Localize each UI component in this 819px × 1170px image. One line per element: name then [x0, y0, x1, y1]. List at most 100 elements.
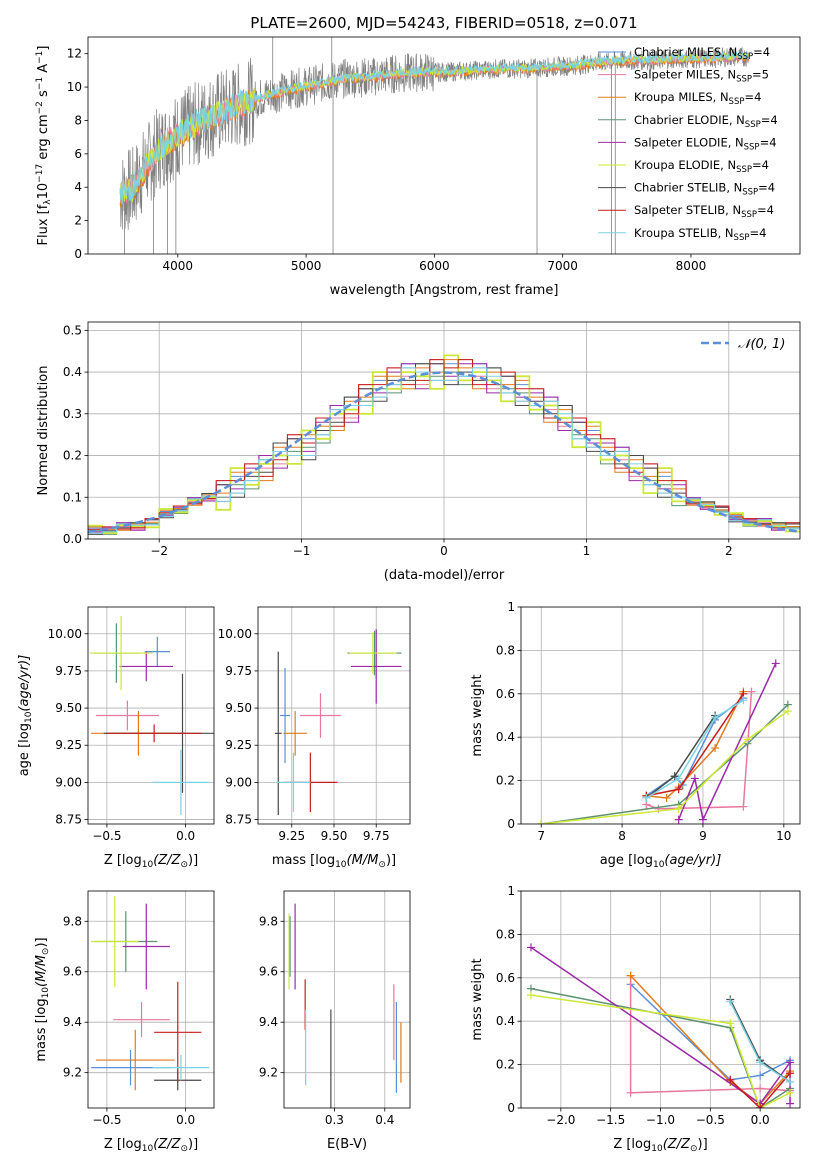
y-axis-label: age [log10(age/yr)] — [17, 655, 34, 777]
legend-label-sub: SSP — [744, 142, 760, 152]
data-marker — [726, 1019, 735, 1028]
x-tick-label: 9 — [699, 829, 707, 843]
data-marker — [674, 774, 683, 783]
legend-label-suffix: =4 — [749, 226, 766, 240]
panel-spectrum: 4000 5000 6000 7000 8000 0 2 4 6 8 10 12 Chabrier MI… — [35, 36, 801, 298]
data-marker — [726, 1075, 735, 1084]
legend-label-prefix: Chabrier ELODIE, N — [634, 113, 745, 127]
legend-label-prefix: Salpeter MILES, N — [634, 68, 736, 82]
data-marker — [756, 1084, 765, 1093]
y-axis-label-part: s — [36, 90, 51, 101]
x-tick-label: −0.5 — [92, 1113, 121, 1127]
model-spectrum — [119, 50, 750, 205]
x-tick-label: −1 — [293, 544, 311, 558]
y-tick-label: 9.8 — [63, 914, 82, 928]
x-tick-label: 6000 — [419, 259, 450, 273]
legend-label-suffix: =4 — [757, 203, 774, 217]
y-axis-label-part: −1 — [35, 51, 45, 64]
y-tick-label: 8.75 — [225, 813, 252, 827]
y-tick-label: 0.4 — [496, 1014, 515, 1028]
legend-label-suffix: =4 — [761, 113, 778, 127]
y-axis-label-part: mass [log — [34, 998, 49, 1061]
data-marker — [739, 802, 748, 811]
y-axis-label-part: −1 — [35, 77, 45, 90]
y-axis-label-part: 10 — [24, 711, 34, 723]
legend-label-suffix: =4 — [752, 158, 769, 172]
plot-area-age_vs_Z — [88, 607, 214, 824]
series-line — [541, 704, 789, 824]
y-tick-label: 0.8 — [496, 927, 515, 941]
data-marker — [756, 1058, 765, 1067]
x-tick-label: 7000 — [547, 259, 578, 273]
x-tick-label: −2 — [150, 544, 168, 558]
data-marker — [526, 991, 535, 1000]
x-tick-label: −0.5 — [92, 829, 121, 843]
legend-label-suffix: =4 — [753, 45, 770, 59]
data-marker — [626, 1088, 635, 1097]
legend-label: Kroupa MILES, NSSP=4 — [634, 90, 761, 107]
data-marker — [756, 1104, 765, 1108]
panel-mass_vs_EBV: 0.3 0.4 9.2 9.4 9.6 9.8 E(B-V) — [259, 890, 411, 1152]
x-tick-label: 0.3 — [325, 1113, 344, 1127]
data-marker — [743, 735, 752, 744]
series-line — [630, 983, 791, 1081]
legend-label-prefix: Chabrier MILES, N — [634, 45, 737, 59]
x-tick-label: −1.0 — [646, 1113, 675, 1127]
y-tick-label: 0.2 — [496, 1058, 515, 1072]
legend-label-sub: SSP — [737, 52, 753, 62]
legend-label-sub: SSP — [741, 210, 757, 220]
legend-label-suffix: =4 — [744, 90, 761, 104]
x-tick-label: 9.75 — [363, 829, 390, 843]
x-tick-label: −0.5 — [696, 1113, 725, 1127]
data-marker — [786, 1058, 795, 1067]
data-marker — [739, 696, 748, 705]
plot-area-spectrum — [119, 37, 750, 254]
x-axis-label-part: 10 — [653, 860, 665, 870]
x-axis-label-part: 10 — [335, 860, 347, 870]
y-axis-label-part: (age/yr)] — [17, 655, 32, 712]
legend-label-prefix: Kroupa STELIB, N — [634, 226, 734, 240]
x-axis-label-part: )] — [698, 1137, 708, 1152]
y-axis-label-part: erg cm — [36, 114, 51, 163]
y-tick-label: 10 — [67, 80, 82, 94]
x-tick-label: 1 — [583, 544, 591, 558]
data-marker — [690, 774, 699, 783]
x-tick-label: −2.0 — [546, 1113, 575, 1127]
x-tick-label: 9.50 — [321, 829, 348, 843]
data-marker — [642, 793, 651, 802]
data-marker — [711, 744, 720, 753]
y-tick-label: 9.25 — [55, 738, 82, 752]
x-axis-label-part: 10 — [142, 860, 154, 870]
axes-frame — [283, 890, 411, 1109]
y-tick-label: 8 — [74, 113, 82, 127]
y-axis-label-part: (M/M — [34, 955, 49, 987]
series-line — [530, 994, 791, 1108]
x-axis-label-part: (age/yr)] — [664, 853, 721, 868]
data-marker — [526, 943, 535, 952]
data-marker — [786, 1088, 795, 1097]
y-tick-label: 0.2 — [496, 774, 515, 788]
legend-label: Salpeter ELODIE, NSSP=4 — [634, 135, 777, 152]
data-marker — [698, 815, 707, 824]
x-axis-label-part: )] — [188, 1137, 198, 1152]
series-line — [541, 710, 789, 824]
y-axis-label-part: A — [36, 64, 51, 77]
y-tick-label: 0.5 — [63, 323, 82, 337]
legend-label-sub: SSP — [742, 188, 758, 198]
panel-mass_vs_Z: −0.5 0.09.29.49.69.8Z [log10(Z/Z⊙)]mass [… — [34, 890, 215, 1154]
y-tick-label: 9.2 — [63, 1066, 82, 1080]
y-tick-label: 9.00 — [55, 775, 82, 789]
legend-label-prefix: Chabrier STELIB, N — [634, 181, 742, 195]
y-tick-label: 9.6 — [259, 965, 278, 979]
x-axis-label-part: ⊙ — [690, 1144, 698, 1154]
legend-label-sub: SSP — [736, 75, 752, 85]
data-marker — [786, 1069, 795, 1078]
axes-frame — [87, 890, 215, 1109]
x-axis-label: Z [log10(Z/Z⊙)] — [104, 1137, 198, 1154]
y-tick-label: 4 — [74, 180, 82, 194]
x-tick-label: 8 — [618, 829, 626, 843]
